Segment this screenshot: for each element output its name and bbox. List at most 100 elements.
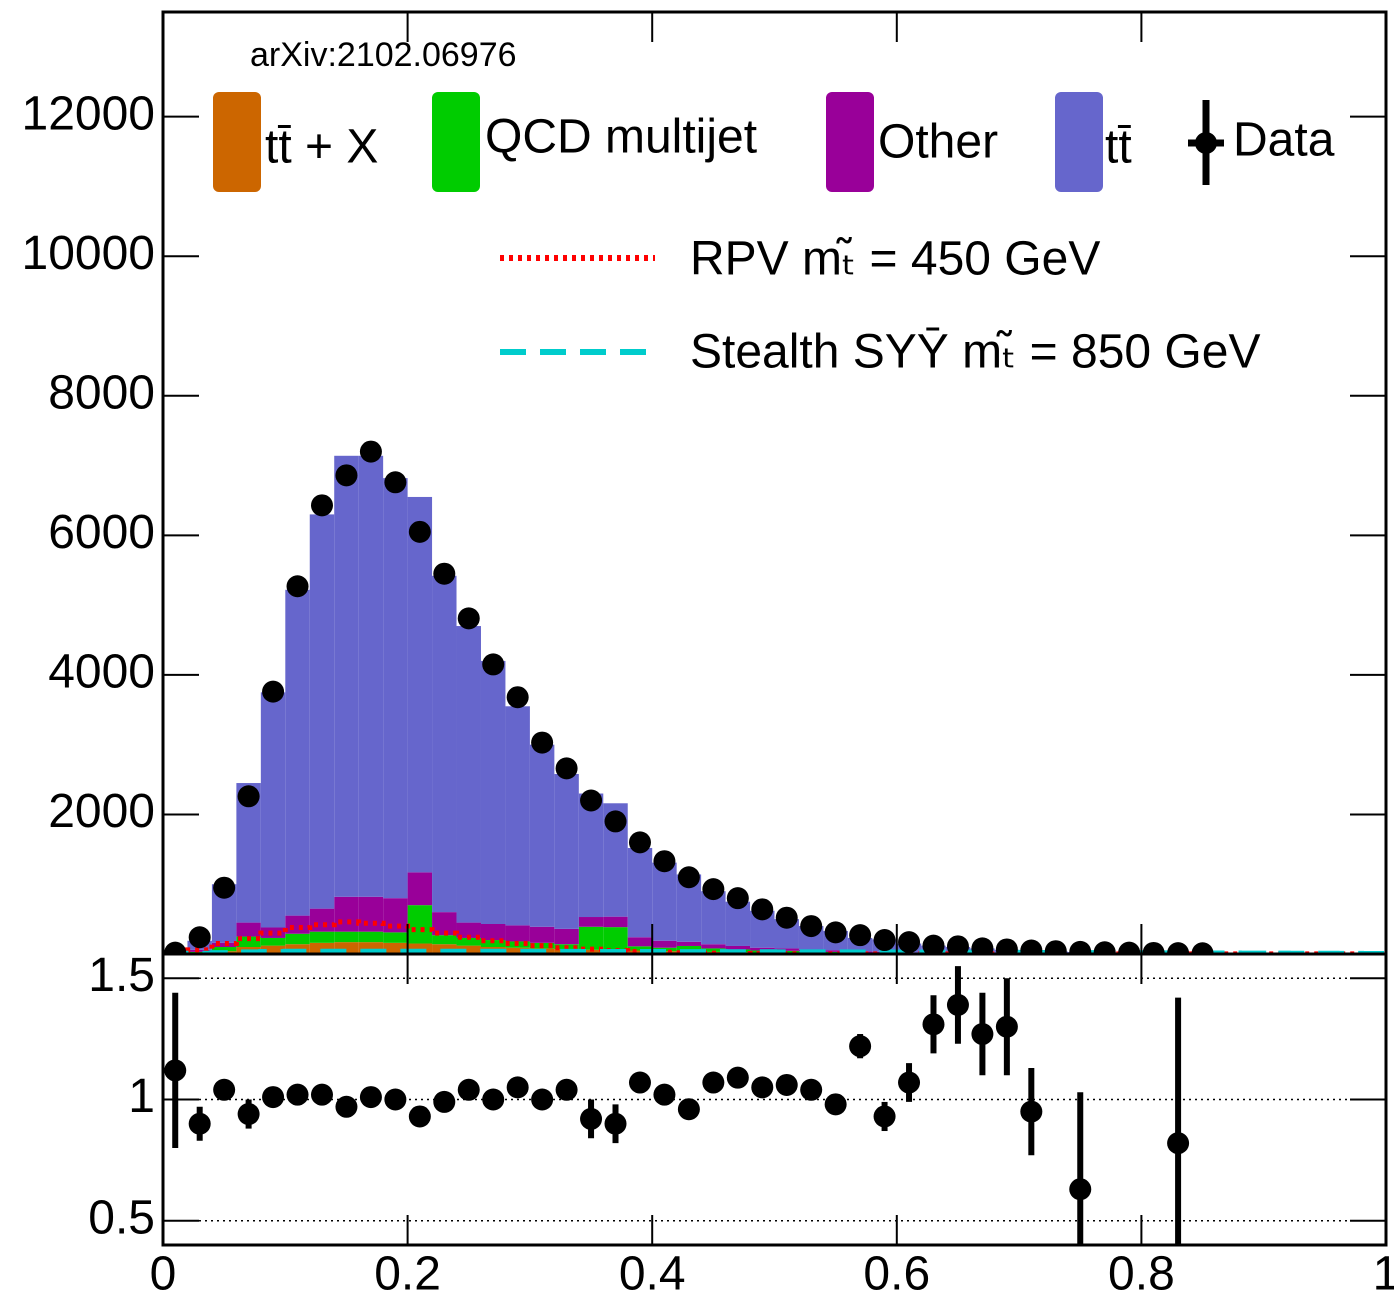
ratio-point bbox=[873, 1105, 896, 1128]
data-point bbox=[628, 831, 651, 854]
bar bbox=[260, 937, 286, 946]
axes: 2000 4000 6000 8000 10000 12000 0.5 1 1.5 0 0.2 0.4… bbox=[22, 10, 1394, 1300]
bar bbox=[823, 950, 848, 952]
ratio-point bbox=[849, 1035, 872, 1058]
ratio-point bbox=[188, 1112, 211, 1135]
data-point bbox=[653, 850, 676, 873]
bar bbox=[578, 926, 604, 950]
data-point bbox=[237, 785, 260, 808]
data-point bbox=[971, 937, 994, 954]
bar bbox=[407, 905, 433, 944]
data-point bbox=[384, 471, 407, 494]
bar bbox=[627, 847, 653, 938]
annotation: arXiv:2102.06976 bbox=[250, 36, 517, 74]
legend-label: QCD multijet bbox=[485, 111, 757, 164]
bar bbox=[480, 940, 506, 948]
legend-swatch bbox=[1055, 92, 1103, 192]
data-point bbox=[531, 731, 554, 754]
data-point bbox=[1069, 940, 1092, 954]
ratio-point bbox=[384, 1088, 407, 1111]
bar bbox=[285, 933, 310, 945]
bar bbox=[383, 478, 408, 899]
bar bbox=[652, 940, 677, 948]
data-point bbox=[335, 464, 358, 487]
y-tick-label: 1 bbox=[128, 1070, 155, 1123]
data-point bbox=[555, 757, 578, 780]
bar bbox=[456, 945, 481, 954]
ratio-point bbox=[824, 1093, 847, 1116]
bar bbox=[358, 896, 384, 932]
ratio-point bbox=[800, 1078, 823, 1101]
ratio-point bbox=[677, 1098, 700, 1121]
data-point bbox=[849, 924, 872, 947]
bar bbox=[260, 692, 286, 928]
data-point bbox=[457, 607, 480, 630]
data-point bbox=[213, 876, 236, 899]
data-point bbox=[775, 906, 798, 929]
bar bbox=[407, 496, 433, 873]
y-tick-label: 4000 bbox=[48, 646, 155, 699]
ratio-point bbox=[898, 1071, 921, 1094]
ratio-point bbox=[775, 1073, 798, 1096]
bar bbox=[578, 917, 604, 927]
legend-label: tt̄ bbox=[1105, 121, 1132, 174]
data-point bbox=[677, 866, 700, 889]
data-point bbox=[751, 898, 774, 921]
bar bbox=[383, 898, 408, 933]
ratio-point bbox=[457, 1078, 480, 1101]
ratio-point bbox=[971, 1023, 994, 1046]
y-tick-label: 10000 bbox=[22, 227, 155, 280]
ratio-point bbox=[995, 1015, 1018, 1038]
bar bbox=[432, 935, 457, 945]
ratio-point bbox=[580, 1107, 603, 1130]
bar bbox=[505, 925, 530, 942]
data-point bbox=[995, 938, 1018, 954]
ratio-point bbox=[286, 1083, 309, 1106]
y-tick-label: 8000 bbox=[48, 366, 155, 419]
bar bbox=[260, 927, 286, 938]
bar bbox=[480, 923, 506, 941]
bar bbox=[187, 949, 212, 952]
ratio-point bbox=[1069, 1178, 1092, 1201]
bar bbox=[676, 945, 702, 952]
ratio-point bbox=[408, 1105, 431, 1128]
x-tick-label: 0.4 bbox=[619, 1248, 686, 1300]
bar bbox=[701, 944, 726, 949]
data-point bbox=[310, 494, 333, 517]
data-point bbox=[262, 680, 285, 703]
bar bbox=[334, 896, 359, 932]
ratio-point bbox=[922, 1013, 945, 1036]
data-point bbox=[604, 810, 627, 833]
y-tick-label: 1.5 bbox=[88, 949, 155, 1002]
bar bbox=[456, 626, 481, 923]
ratio-point bbox=[237, 1103, 260, 1126]
bar bbox=[309, 931, 335, 943]
bar bbox=[334, 931, 359, 943]
legend-label: Data bbox=[1233, 114, 1335, 167]
data-point bbox=[1142, 941, 1165, 954]
ratio-point bbox=[359, 1086, 382, 1109]
bar bbox=[358, 455, 384, 897]
x-tick-label: 1 bbox=[1373, 1248, 1394, 1300]
bar bbox=[309, 942, 335, 954]
ratio-point bbox=[628, 1071, 651, 1094]
ratio-point bbox=[555, 1078, 578, 1101]
x-tick-label: 0.2 bbox=[374, 1248, 441, 1300]
bar bbox=[750, 947, 775, 951]
x-tick-label: 0.8 bbox=[1108, 1248, 1175, 1300]
legend-label: tt̄ + X bbox=[265, 121, 378, 174]
data-point bbox=[188, 926, 211, 949]
data-point bbox=[1044, 940, 1067, 954]
bar bbox=[603, 927, 628, 951]
bar bbox=[358, 931, 384, 943]
bar bbox=[554, 928, 579, 945]
bar bbox=[529, 926, 555, 943]
bar bbox=[383, 942, 408, 954]
ratio-point bbox=[531, 1088, 554, 1111]
data-point bbox=[1093, 941, 1116, 954]
bar bbox=[260, 945, 286, 954]
bar bbox=[334, 942, 359, 954]
y-tick-label: 6000 bbox=[48, 506, 155, 559]
ratio-point bbox=[164, 1059, 187, 1082]
